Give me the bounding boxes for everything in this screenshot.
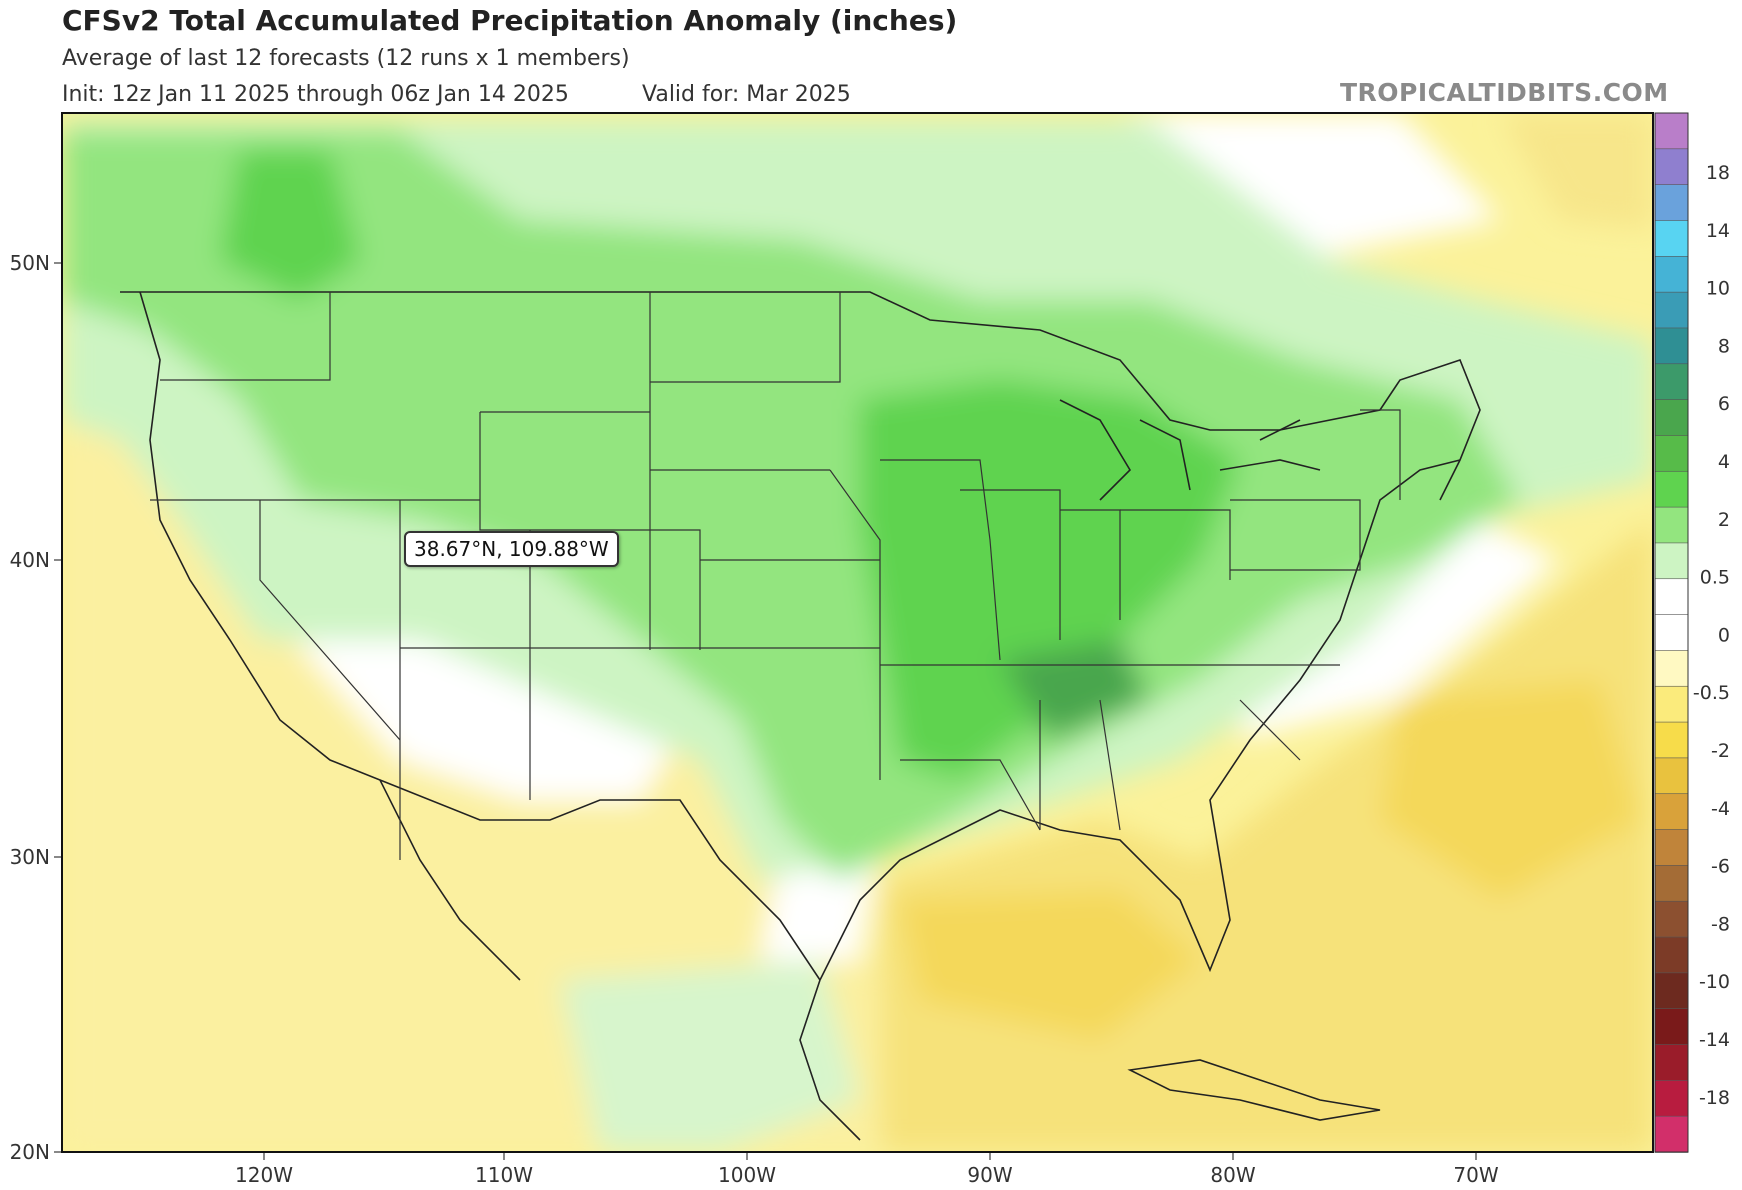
legend-label: -10 <box>1699 971 1730 993</box>
legend-swatch <box>1654 542 1689 580</box>
legend-label: 6 <box>1718 393 1730 415</box>
anomaly-field <box>62 113 1653 1152</box>
legend-swatch <box>1654 327 1689 365</box>
legend-swatch <box>1654 1008 1689 1046</box>
legend-label: 0.5 <box>1700 567 1730 589</box>
legend-label: -6 <box>1711 856 1730 878</box>
legend-swatch <box>1654 470 1689 508</box>
legend-swatch <box>1654 1044 1689 1082</box>
lon-label: 80W <box>1210 1163 1255 1187</box>
legend-swatch <box>1654 291 1689 329</box>
legend-label: -0.5 <box>1693 682 1730 704</box>
plot-frame <box>61 112 1654 1153</box>
legend-swatch <box>1654 721 1689 759</box>
legend-swatch <box>1654 184 1689 222</box>
lon-label: 100W <box>718 1163 776 1187</box>
legend-swatch <box>1654 399 1689 437</box>
legend-swatch <box>1654 757 1689 795</box>
wet-light-mexico <box>560 960 860 1152</box>
great-lakes <box>1059 399 1321 501</box>
legend-label: 18 <box>1706 162 1730 184</box>
legend-swatch <box>1654 578 1689 616</box>
legend-label: -8 <box>1711 913 1730 935</box>
legend-label: -18 <box>1699 1087 1730 1109</box>
legend-frame <box>1654 112 1689 1153</box>
state-lines <box>150 292 1401 860</box>
lat-label: 30N <box>10 845 50 869</box>
dry-gulf-core <box>900 890 1200 1040</box>
neutral-carolinas <box>1240 520 1560 740</box>
lat-label: 50N <box>10 251 50 275</box>
lon-label: 90W <box>967 1163 1012 1187</box>
us-canada-border <box>120 291 1481 501</box>
wet-core-northwest <box>220 150 360 300</box>
legend-swatch <box>1654 148 1689 186</box>
boundaries <box>120 291 1481 1141</box>
legend-label: 10 <box>1706 278 1730 300</box>
legend-label: 2 <box>1718 509 1730 531</box>
legend-label: 4 <box>1718 451 1730 473</box>
legend-label: -2 <box>1711 740 1730 762</box>
dry-atlantic-core <box>1380 680 1640 900</box>
wet-core-midwest <box>860 380 1240 780</box>
legend-label: 8 <box>1718 335 1730 357</box>
legend-swatch <box>1654 829 1689 867</box>
colorbar-legend: 18 14 10 8 6 4 2 0.5 0 -0.5 -2 -4 -6 -8 -10 -14 -18 <box>1654 112 1730 1153</box>
us-mexico-border <box>379 779 821 981</box>
legend-swatch <box>1654 865 1689 903</box>
brand-watermark: TROPICALTIDBITS.COM <box>1340 78 1669 107</box>
legend-swatch <box>1654 256 1689 293</box>
lon-label: 70W <box>1453 1163 1498 1187</box>
lon-label: 110W <box>475 1163 533 1187</box>
wet-medium-band <box>62 130 1520 880</box>
legend-swatch <box>1654 793 1689 831</box>
pacific-coast <box>139 291 521 981</box>
legend-swatch <box>1654 614 1689 652</box>
legend-swatch <box>1654 1115 1689 1153</box>
legend-label: 14 <box>1706 220 1730 242</box>
legend-label: -4 <box>1711 798 1730 820</box>
map-subtitle: Average of last 12 forecasts (12 runs x … <box>62 46 630 71</box>
mexico-gulf-coast <box>799 979 861 1141</box>
valid-time: Valid for: Mar 2025 <box>642 82 851 107</box>
init-time: Init: 12z Jan 11 2025 through 06z Jan 14… <box>62 82 569 107</box>
dry-northeast-corner <box>1500 113 1653 230</box>
legend-swatch <box>1654 112 1689 150</box>
map-title: CFSv2 Total Accumulated Precipitation An… <box>62 4 958 37</box>
coordinate-tooltip: 38.67°N, 109.88°W <box>404 531 619 567</box>
legend-swatch <box>1654 363 1689 401</box>
legend-swatch <box>1654 506 1689 544</box>
axis-labels: 120W 110W 100W 90W 80W 70W 50N 40N 30N 20N <box>10 251 1499 1187</box>
legend-swatch <box>1654 435 1689 473</box>
legend-label: 0 <box>1718 624 1730 646</box>
lat-label: 20N <box>10 1140 50 1164</box>
legend-swatch <box>1654 900 1689 938</box>
lat-label: 40N <box>10 548 50 572</box>
legend-label: -14 <box>1699 1029 1730 1051</box>
legend-swatch <box>1654 936 1689 974</box>
legend-swatch <box>1654 650 1689 688</box>
cuba-outline <box>1127 1059 1381 1121</box>
legend-swatch <box>1654 220 1689 258</box>
legend-swatch <box>1654 685 1689 723</box>
lon-label: 120W <box>235 1163 293 1187</box>
legend-swatch <box>1654 972 1689 1010</box>
legend-swatch <box>1654 1080 1689 1117</box>
